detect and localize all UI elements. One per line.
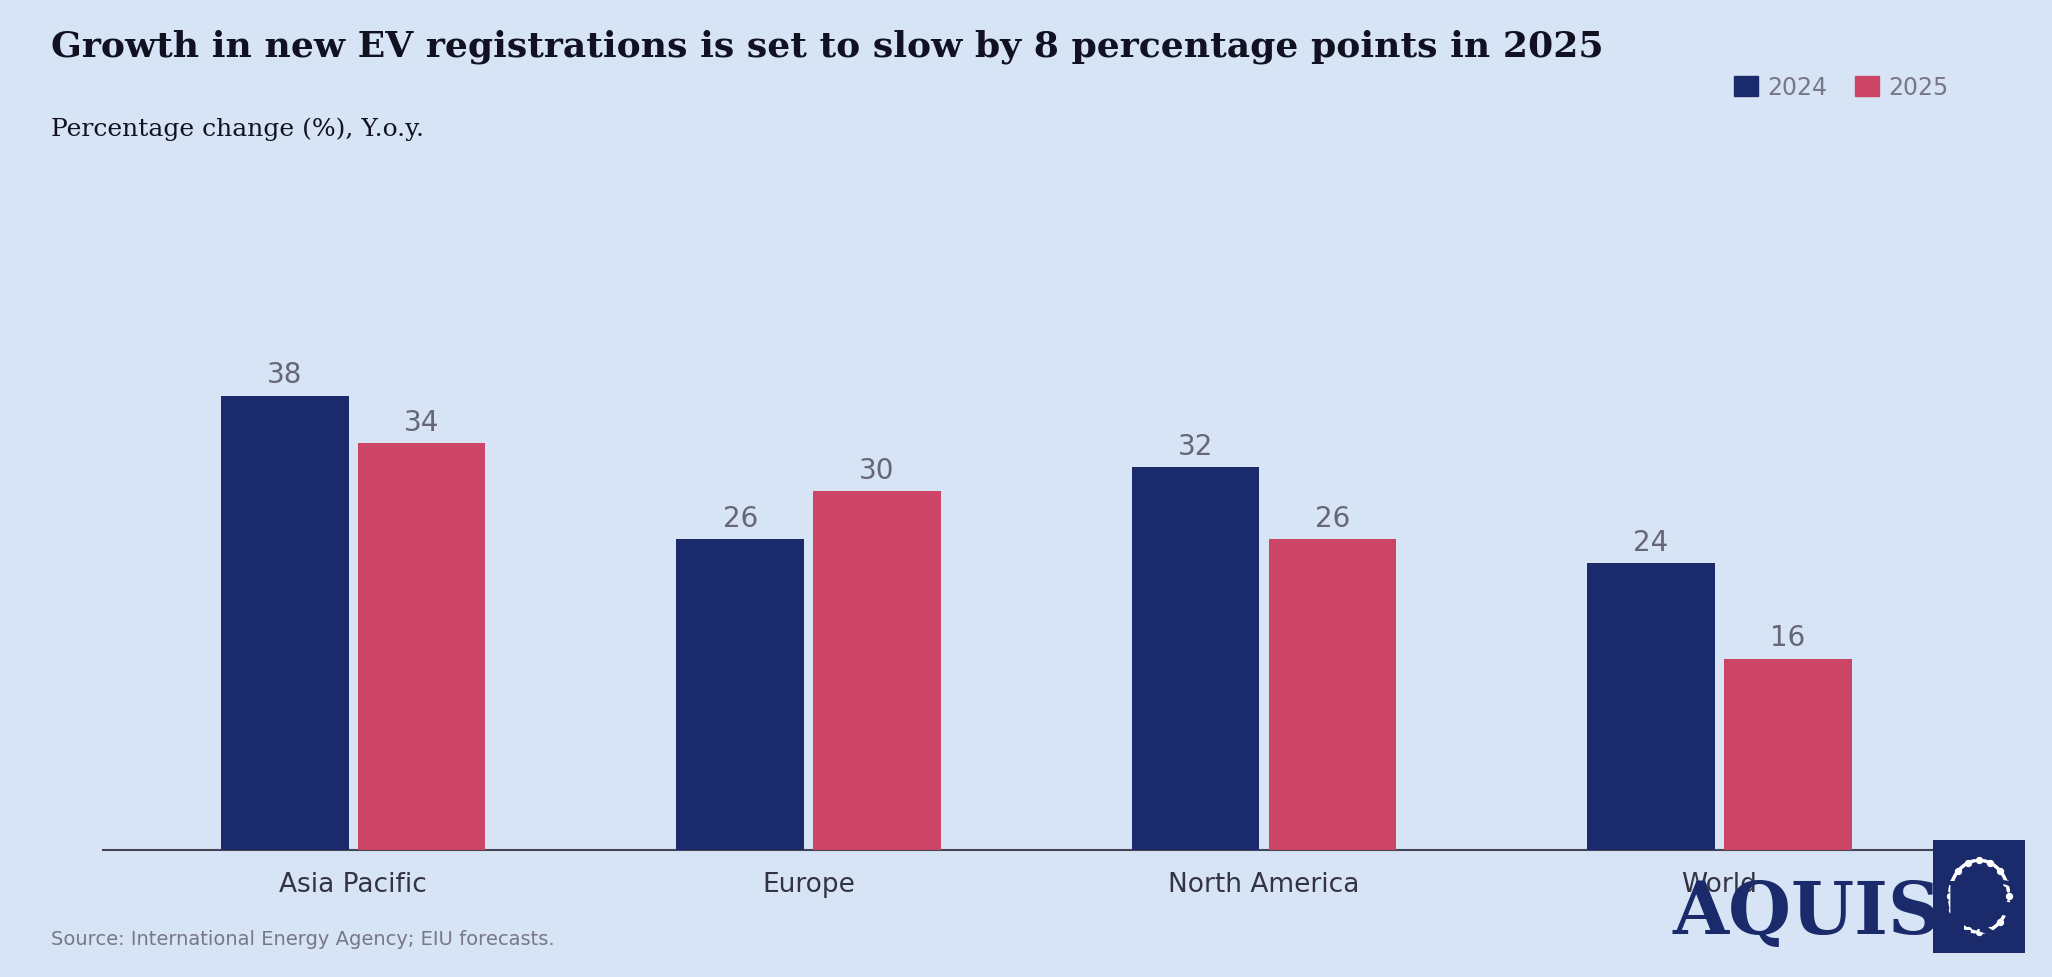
- Point: [1990, 874, 2023, 890]
- Bar: [1268, 539, 1395, 850]
- Text: 38: 38: [267, 361, 302, 389]
- Point: [1951, 921, 1984, 937]
- Point: [1962, 853, 1995, 869]
- Point: [1962, 924, 1995, 940]
- Bar: [1588, 564, 1715, 850]
- Bar: [222, 397, 349, 850]
- Bar: [1724, 658, 1851, 850]
- Point: [1974, 856, 2007, 871]
- Point: [1984, 914, 2017, 930]
- Text: 16: 16: [1771, 623, 1806, 652]
- Bar: [357, 444, 484, 850]
- Text: 34: 34: [404, 408, 439, 437]
- Text: Source: International Energy Agency; EIU forecasts.: Source: International Energy Agency; EIU…: [51, 929, 554, 948]
- Bar: [813, 491, 940, 850]
- Point: [1990, 903, 2023, 918]
- Bar: [1133, 468, 1260, 850]
- Bar: [677, 539, 804, 850]
- Text: AQUISIS: AQUISIS: [1672, 876, 2027, 948]
- Point: [1984, 863, 2017, 878]
- Point: [1935, 903, 1968, 918]
- Text: 26: 26: [1315, 504, 1350, 532]
- Text: Percentage change (%), Y.o.y.: Percentage change (%), Y.o.y.: [51, 117, 425, 141]
- Text: 26: 26: [722, 504, 757, 532]
- Point: [1941, 863, 1974, 878]
- Point: [1951, 856, 1984, 871]
- Text: Growth in new EV registrations is set to slow by 8 percentage points in 2025: Growth in new EV registrations is set to…: [51, 29, 1605, 64]
- Point: [1933, 889, 1966, 905]
- Text: 30: 30: [860, 456, 895, 485]
- Text: 24: 24: [1633, 529, 1668, 556]
- Legend: 2024, 2025: 2024, 2025: [1724, 66, 1958, 109]
- Point: [1992, 889, 2025, 905]
- Point: [1935, 874, 1968, 890]
- Text: 32: 32: [1178, 433, 1213, 461]
- Point: [1941, 914, 1974, 930]
- Point: [1974, 921, 2007, 937]
